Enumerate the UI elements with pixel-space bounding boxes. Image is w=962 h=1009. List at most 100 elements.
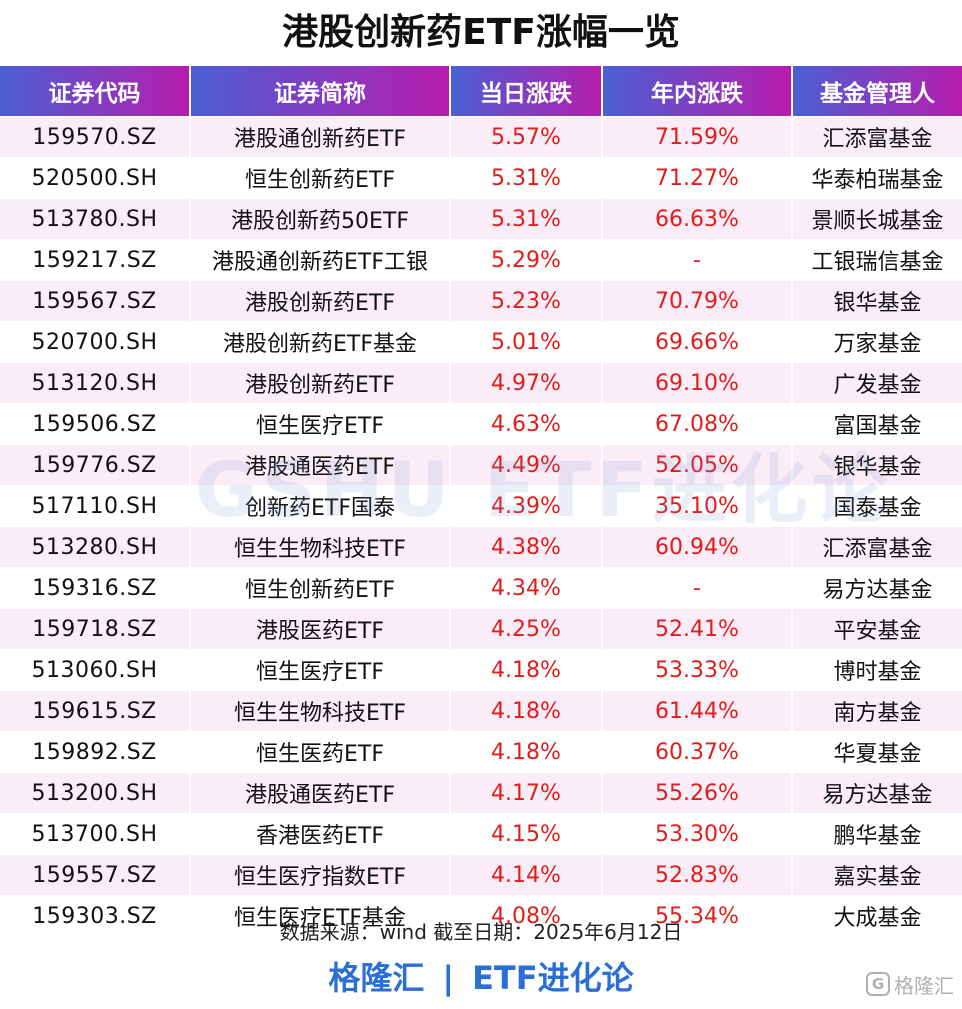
cell-name: 港股通医药ETF: [190, 772, 451, 814]
cell-ytd-change: 66.63%: [602, 198, 793, 240]
cell-manager: 国泰基金: [792, 485, 962, 527]
cell-daily-change: 4.18%: [450, 649, 603, 691]
cell-ytd-change: 69.10%: [602, 362, 793, 404]
cell-code: 159506.SZ: [0, 403, 191, 445]
cell-name: 港股创新药50ETF: [190, 198, 451, 240]
table-row: 513120.SH 港股创新药ETF 4.97% 69.10% 广发基金: [0, 362, 962, 404]
cell-daily-change: 4.97%: [450, 362, 603, 404]
cell-name: 恒生医疗ETF基金: [190, 895, 451, 936]
cell-daily-change: 5.29%: [450, 239, 603, 281]
table-row: 159615.SZ 恒生生物科技ETF 4.18% 61.44% 南方基金: [0, 690, 962, 732]
data-source-note: 数据来源：wind 截至日期：2025年6月12日: [279, 920, 683, 944]
cell-manager: 汇添富基金: [792, 116, 962, 158]
cell-daily-change: 4.38%: [450, 526, 603, 568]
cell-name: 恒生医疗指数ETF: [190, 854, 451, 896]
cell-code: 159557.SZ: [0, 854, 191, 896]
cell-name: 恒生创新药ETF: [190, 567, 451, 609]
cell-ytd-change: 52.05%: [602, 444, 793, 486]
cell-name: 香港医药ETF: [190, 813, 451, 855]
cell-manager: 易方达基金: [792, 567, 962, 609]
cell-ytd-change: 55.34%: [602, 895, 793, 936]
header-manager: 基金管理人: [792, 66, 962, 117]
cell-code: 159567.SZ: [0, 280, 191, 322]
brand-name: 格隆汇: [328, 959, 425, 997]
cell-manager: 华夏基金: [792, 731, 962, 773]
cell-manager: 平安基金: [792, 608, 962, 650]
cell-code: 513780.SH: [0, 198, 191, 240]
cell-name: 恒生医疗ETF: [190, 403, 451, 445]
cell-ytd-change: 71.59%: [602, 116, 793, 158]
cell-daily-change: 4.08%: [450, 895, 603, 936]
cell-manager: 广发基金: [792, 362, 962, 404]
table-row: 159557.SZ 恒生医疗指数ETF 4.14% 52.83% 嘉实基金: [0, 854, 962, 896]
table-row: 520500.SH 恒生创新药ETF 5.31% 71.27% 华泰柏瑞基金: [0, 157, 962, 199]
table-row: 159316.SZ 恒生创新药ETF 4.34% - 易方达基金: [0, 567, 962, 609]
header-ytd-change: 年内涨跌: [602, 66, 793, 117]
cell-manager: 银华基金: [792, 444, 962, 486]
cell-code: 159776.SZ: [0, 444, 191, 486]
cell-code: 520500.SH: [0, 157, 191, 199]
cell-name: 创新药ETF国泰: [190, 485, 451, 527]
cell-manager: 景顺长城基金: [792, 198, 962, 240]
cell-ytd-change: 71.27%: [602, 157, 793, 199]
cell-name: 港股通医药ETF: [190, 444, 451, 486]
header-daily-change: 当日涨跌: [450, 66, 603, 117]
cell-code: 159570.SZ: [0, 116, 191, 158]
cell-manager: 大成基金: [792, 895, 962, 936]
cell-code: 159217.SZ: [0, 239, 191, 281]
cell-ytd-change: -: [602, 239, 793, 281]
cell-manager: 汇添富基金: [792, 526, 962, 568]
brand-footer: 格隆汇 | ETF进化论: [0, 952, 962, 1004]
cell-name: 港股通创新药ETF: [190, 116, 451, 158]
cell-name: 恒生医疗ETF: [190, 649, 451, 691]
table-row: 159217.SZ 港股通创新药ETF工银 5.29% - 工银瑞信基金: [0, 239, 962, 281]
cell-daily-change: 5.57%: [450, 116, 603, 158]
logo-watermark: G 格隆汇: [866, 967, 954, 1001]
cell-ytd-change: 60.37%: [602, 731, 793, 773]
table-body: 159570.SZ 港股通创新药ETF 5.57% 71.59% 汇添富基金 520500…: [0, 116, 962, 936]
table-row: 159892.SZ 恒生医药ETF 4.18% 60.37% 华夏基金: [0, 731, 962, 773]
cell-daily-change: 4.49%: [450, 444, 603, 486]
cell-name: 港股通创新药ETF工银: [190, 239, 451, 281]
cell-code: 159892.SZ: [0, 731, 191, 773]
table-row: 517110.SH 创新药ETF国泰 4.39% 35.10% 国泰基金: [0, 485, 962, 527]
cell-name: 港股创新药ETF: [190, 362, 451, 404]
cell-code: 517110.SH: [0, 485, 191, 527]
cell-name: 恒生生物科技ETF: [190, 526, 451, 568]
cell-code: 513700.SH: [0, 813, 191, 855]
cell-daily-change: 4.63%: [450, 403, 603, 445]
cell-manager: 华泰柏瑞基金: [792, 157, 962, 199]
cell-daily-change: 5.31%: [450, 198, 603, 240]
header-code: 证券代码: [0, 66, 191, 117]
table-row: 159570.SZ 港股通创新药ETF 5.57% 71.59% 汇添富基金: [0, 116, 962, 158]
cell-daily-change: 4.18%: [450, 690, 603, 732]
cell-manager: 万家基金: [792, 321, 962, 363]
cell-ytd-change: -: [602, 567, 793, 609]
cell-name: 恒生医药ETF: [190, 731, 451, 773]
cell-code: 513200.SH: [0, 772, 191, 814]
cell-ytd-change: 69.66%: [602, 321, 793, 363]
cell-ytd-change: 61.44%: [602, 690, 793, 732]
cell-name: 港股创新药ETF基金: [190, 321, 451, 363]
table-header-row: 证券代码 证券简称 当日涨跌 年内涨跌 基金管理人: [0, 66, 962, 117]
cell-ytd-change: 52.41%: [602, 608, 793, 650]
cell-code: 159303.SZ: [0, 895, 191, 936]
cell-daily-change: 4.18%: [450, 731, 603, 773]
table-row: 513780.SH 港股创新药50ETF 5.31% 66.63% 景顺长城基金: [0, 198, 962, 240]
cell-manager: 易方达基金: [792, 772, 962, 814]
cell-code: 513060.SH: [0, 649, 191, 691]
cell-manager: 富国基金: [792, 403, 962, 445]
table-row: 159303.SZ 恒生医疗ETF基金 4.08% 55.34% 大成基金: [0, 895, 962, 936]
etf-table: 证券代码 证券简称 当日涨跌 年内涨跌 基金管理人 159570.SZ 港股通创新…: [0, 66, 962, 936]
table-row: 159776.SZ 港股通医药ETF 4.49% 52.05% 银华基金: [0, 444, 962, 486]
cell-manager: 嘉实基金: [792, 854, 962, 896]
table-row: 159567.SZ 港股创新药ETF 5.23% 70.79% 银华基金: [0, 280, 962, 322]
cell-code: 159718.SZ: [0, 608, 191, 650]
table-row: 159718.SZ 港股医药ETF 4.25% 52.41% 平安基金: [0, 608, 962, 650]
cell-manager: 工银瑞信基金: [792, 239, 962, 281]
brand-separator: |: [442, 959, 455, 997]
cell-code: 159316.SZ: [0, 567, 191, 609]
cell-daily-change: 4.25%: [450, 608, 603, 650]
brand-column-name: ETF进化论: [472, 959, 634, 997]
table-row: 159506.SZ 恒生医疗ETF 4.63% 67.08% 富国基金: [0, 403, 962, 445]
